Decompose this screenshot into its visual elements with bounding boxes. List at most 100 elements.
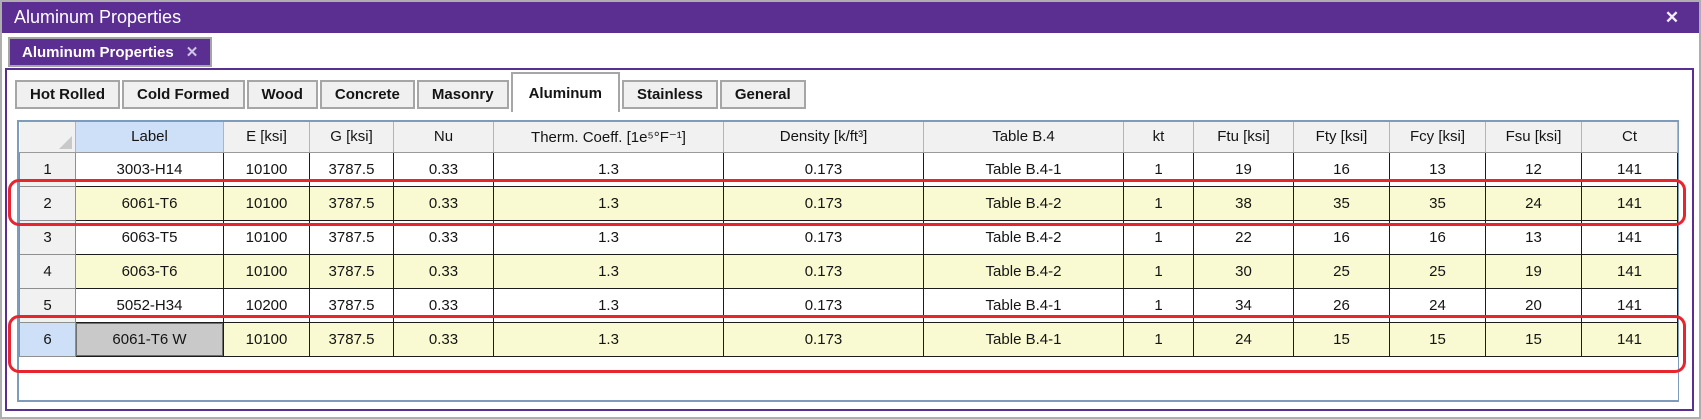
cell[interactable]: Table B.4-2 bbox=[923, 185, 1124, 221]
row-number-cell[interactable]: 4 bbox=[19, 253, 76, 289]
cell[interactable]: 22 bbox=[1193, 219, 1294, 255]
cell[interactable]: 16 bbox=[1389, 219, 1486, 255]
column-header-ftu[interactable]: Ftu [ksi] bbox=[1193, 122, 1294, 153]
cell[interactable]: 141 bbox=[1581, 287, 1678, 323]
cell[interactable]: 1.3 bbox=[493, 321, 724, 357]
cell[interactable]: 1 bbox=[1123, 151, 1194, 187]
column-header-fty[interactable]: Fty [ksi] bbox=[1293, 122, 1390, 153]
cell-label[interactable]: 5052-H34 bbox=[75, 287, 224, 323]
cell[interactable]: 38 bbox=[1193, 185, 1294, 221]
cell[interactable]: 141 bbox=[1581, 185, 1678, 221]
cell[interactable]: Table B.4-1 bbox=[923, 287, 1124, 323]
cell[interactable]: 3787.5 bbox=[309, 151, 394, 187]
row-number-cell[interactable]: 1 bbox=[19, 151, 76, 187]
cell[interactable]: 0.173 bbox=[723, 185, 924, 221]
cell[interactable]: 0.33 bbox=[393, 321, 494, 357]
cell[interactable]: 35 bbox=[1389, 185, 1486, 221]
column-header-e[interactable]: E [ksi] bbox=[223, 122, 310, 153]
row-number-cell[interactable]: 5 bbox=[19, 287, 76, 323]
cell[interactable]: 0.33 bbox=[393, 151, 494, 187]
cell[interactable]: 0.173 bbox=[723, 253, 924, 289]
cell[interactable]: 13 bbox=[1389, 151, 1486, 187]
row-number-cell[interactable]: 2 bbox=[19, 185, 76, 221]
cell[interactable]: 34 bbox=[1193, 287, 1294, 323]
cell[interactable]: 1.3 bbox=[493, 219, 724, 255]
cell[interactable]: 12 bbox=[1485, 151, 1582, 187]
cell[interactable]: 15 bbox=[1293, 321, 1390, 357]
cell[interactable]: 0.173 bbox=[723, 151, 924, 187]
cell[interactable]: 10100 bbox=[223, 185, 310, 221]
row-number-cell[interactable]: 6 bbox=[19, 321, 76, 357]
cell[interactable]: 20 bbox=[1485, 287, 1582, 323]
cell[interactable]: 1 bbox=[1123, 219, 1194, 255]
tab-masonry[interactable]: Masonry bbox=[416, 80, 509, 109]
cell[interactable]: 1 bbox=[1123, 253, 1194, 289]
cell-label[interactable]: 6063-T6 bbox=[75, 253, 224, 289]
cell[interactable]: 0.173 bbox=[723, 219, 924, 255]
document-tab-aluminum-properties[interactable]: Aluminum Properties ✕ bbox=[8, 37, 213, 67]
cell[interactable]: 19 bbox=[1193, 151, 1294, 187]
cell[interactable]: 10100 bbox=[223, 219, 310, 255]
column-header-label[interactable]: Label bbox=[75, 122, 224, 153]
cell[interactable]: 10100 bbox=[223, 321, 310, 357]
cell-label[interactable]: 6061-T6 W bbox=[75, 321, 224, 357]
cell[interactable]: 10100 bbox=[223, 151, 310, 187]
select-all-corner-cell[interactable] bbox=[19, 122, 76, 153]
cell[interactable]: Table B.4-2 bbox=[923, 253, 1124, 289]
cell[interactable]: 19 bbox=[1485, 253, 1582, 289]
cell[interactable]: 26 bbox=[1293, 287, 1390, 323]
cell[interactable]: Table B.4-2 bbox=[923, 219, 1124, 255]
tab-hot-rolled[interactable]: Hot Rolled bbox=[15, 80, 120, 109]
cell[interactable]: 0.173 bbox=[723, 321, 924, 357]
cell-label[interactable]: 6061-T6 bbox=[75, 185, 224, 221]
cell[interactable]: 15 bbox=[1389, 321, 1486, 357]
cell[interactable]: 24 bbox=[1485, 185, 1582, 221]
column-header-kt[interactable]: kt bbox=[1123, 122, 1194, 153]
cell[interactable]: Table B.4-1 bbox=[923, 321, 1124, 357]
cell[interactable]: 0.173 bbox=[723, 287, 924, 323]
cell[interactable]: 1 bbox=[1123, 287, 1194, 323]
cell-label[interactable]: 6063-T5 bbox=[75, 219, 224, 255]
column-header-fcy[interactable]: Fcy [ksi] bbox=[1389, 122, 1486, 153]
column-header-g[interactable]: G [ksi] bbox=[309, 122, 394, 153]
column-header-therm.[interactable]: Therm. Coeff. [1e⁵°F⁻¹] bbox=[493, 122, 724, 153]
cell-label[interactable]: 3003-H14 bbox=[75, 151, 224, 187]
cell[interactable]: 3787.5 bbox=[309, 219, 394, 255]
column-header-nu[interactable]: Nu bbox=[393, 122, 494, 153]
document-tab-close-icon[interactable]: ✕ bbox=[185, 44, 199, 61]
cell[interactable]: Table B.4-1 bbox=[923, 151, 1124, 187]
cell[interactable]: 24 bbox=[1389, 287, 1486, 323]
cell[interactable]: 1 bbox=[1123, 321, 1194, 357]
column-header-table[interactable]: Table B.4 bbox=[923, 122, 1124, 153]
cell[interactable]: 3787.5 bbox=[309, 321, 394, 357]
cell[interactable]: 25 bbox=[1293, 253, 1390, 289]
cell[interactable]: 0.33 bbox=[393, 287, 494, 323]
cell[interactable]: 141 bbox=[1581, 253, 1678, 289]
column-header-ct[interactable]: Ct bbox=[1581, 122, 1678, 153]
column-header-fsu[interactable]: Fsu [ksi] bbox=[1485, 122, 1582, 153]
cell[interactable]: 141 bbox=[1581, 321, 1678, 357]
cell[interactable]: 15 bbox=[1485, 321, 1582, 357]
cell[interactable]: 0.33 bbox=[393, 185, 494, 221]
tab-concrete[interactable]: Concrete bbox=[319, 80, 415, 109]
cell[interactable]: 1.3 bbox=[493, 287, 724, 323]
row-number-cell[interactable]: 3 bbox=[19, 219, 76, 255]
cell[interactable]: 1.3 bbox=[493, 185, 724, 221]
tab-cold-formed[interactable]: Cold Formed bbox=[122, 80, 245, 109]
cell[interactable]: 16 bbox=[1293, 219, 1390, 255]
cell[interactable]: 1.3 bbox=[493, 253, 724, 289]
tab-stainless[interactable]: Stainless bbox=[621, 80, 718, 109]
cell[interactable]: 10200 bbox=[223, 287, 310, 323]
cell[interactable]: 25 bbox=[1389, 253, 1486, 289]
cell[interactable]: 24 bbox=[1193, 321, 1294, 357]
cell[interactable]: 3787.5 bbox=[309, 185, 394, 221]
cell[interactable]: 0.33 bbox=[393, 219, 494, 255]
tab-general[interactable]: General bbox=[719, 80, 806, 109]
cell[interactable]: 3787.5 bbox=[309, 253, 394, 289]
window-close-icon[interactable]: ✕ bbox=[1664, 7, 1680, 27]
tab-wood[interactable]: Wood bbox=[246, 80, 318, 109]
cell[interactable]: 3787.5 bbox=[309, 287, 394, 323]
cell[interactable]: 35 bbox=[1293, 185, 1390, 221]
cell[interactable]: 30 bbox=[1193, 253, 1294, 289]
tab-aluminum[interactable]: Aluminum bbox=[510, 72, 620, 112]
